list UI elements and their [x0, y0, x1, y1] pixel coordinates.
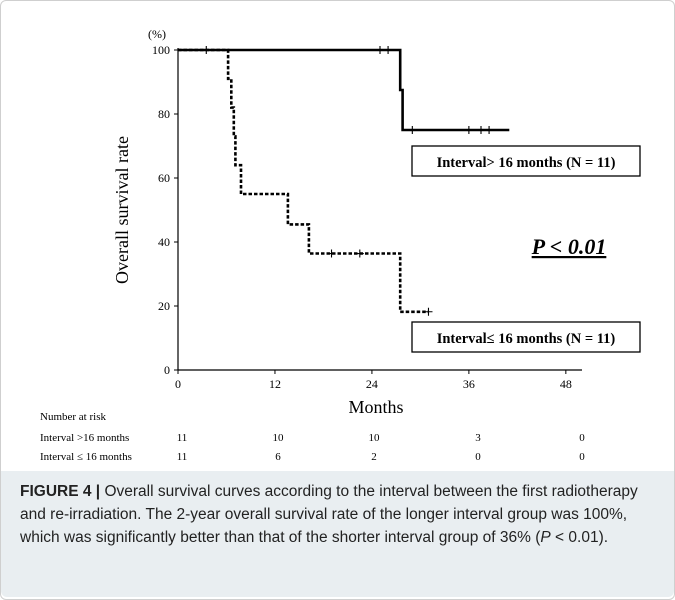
censor-mark — [477, 126, 485, 134]
x-tick-label: 48 — [560, 377, 572, 391]
axis-ticks: 0 20 40 60 80 100 0 12 24 36 48 — [152, 43, 572, 391]
legend-label-2: Interval≤ 16 months (N = 11) — [437, 331, 616, 347]
censor-mark — [384, 46, 393, 54]
x-tick-label: 36 — [463, 377, 475, 391]
legend-layer: Interval> 16 months (N = 11) Interval≤ 16… — [411, 145, 641, 353]
legend-label-1: Interval> 16 months (N = 11) — [437, 155, 616, 171]
risk-value: 3 — [475, 432, 481, 444]
censor-mark — [376, 46, 384, 54]
caption-p-italic: P — [540, 529, 551, 546]
y-tick-label: 60 — [158, 171, 170, 185]
series-layer — [178, 46, 510, 316]
risk-value: 11 — [177, 432, 188, 444]
legend-box-2 — [411, 321, 641, 353]
legend-box-1 — [411, 145, 641, 177]
caption-text-a: Overall survival curves according to the… — [20, 483, 638, 546]
y-tick-label: 100 — [152, 43, 170, 57]
y-axis-label: Overall survival rate — [112, 136, 132, 284]
risk-value: 10 — [369, 432, 381, 444]
figure-caption: FIGURE 4 | Overall survival curves accor… — [20, 480, 660, 549]
risk-value: 0 — [475, 451, 481, 463]
risk-value: 0 — [579, 451, 585, 463]
series-line-1 — [178, 48, 510, 132]
censor-mark — [408, 126, 417, 134]
y-tick-label: 0 — [164, 363, 170, 377]
caption-label: FIGURE 4 | — [20, 483, 101, 500]
x-axis-label: Months — [348, 397, 403, 417]
risk-row-label-2: Interval ≤ 16 months — [40, 451, 132, 463]
censor-mark — [464, 126, 473, 134]
risk-table-title: Number at risk — [40, 411, 106, 423]
p-value-annotation: P < 0.01 — [531, 234, 607, 259]
risk-value: 6 — [275, 451, 281, 463]
y-unit-label: (%) — [148, 27, 166, 41]
censor-mark — [485, 126, 494, 134]
y-tick-label: 80 — [158, 107, 170, 121]
x-tick-label: 0 — [175, 377, 181, 391]
censor-mark — [327, 249, 336, 258]
y-tick-label: 20 — [158, 299, 170, 313]
chart-axes — [177, 48, 582, 371]
caption-text-b: < 0.01). — [550, 529, 609, 546]
risk-value: 2 — [371, 451, 377, 463]
risk-values: 11 10 10 3 0 11 6 2 0 0 — [177, 432, 586, 463]
caption-box — [1, 471, 674, 597]
risk-value: 10 — [273, 432, 285, 444]
censor-mark — [355, 249, 364, 258]
risk-value: 0 — [579, 432, 585, 444]
x-tick-label: 24 — [366, 377, 378, 391]
risk-value: 11 — [177, 451, 188, 463]
x-tick-label: 12 — [269, 377, 281, 391]
risk-row-label-1: Interval >16 months — [40, 432, 129, 444]
series-line-2 — [178, 48, 429, 314]
y-tick-label: 40 — [158, 235, 170, 249]
censor-mark — [424, 307, 433, 316]
